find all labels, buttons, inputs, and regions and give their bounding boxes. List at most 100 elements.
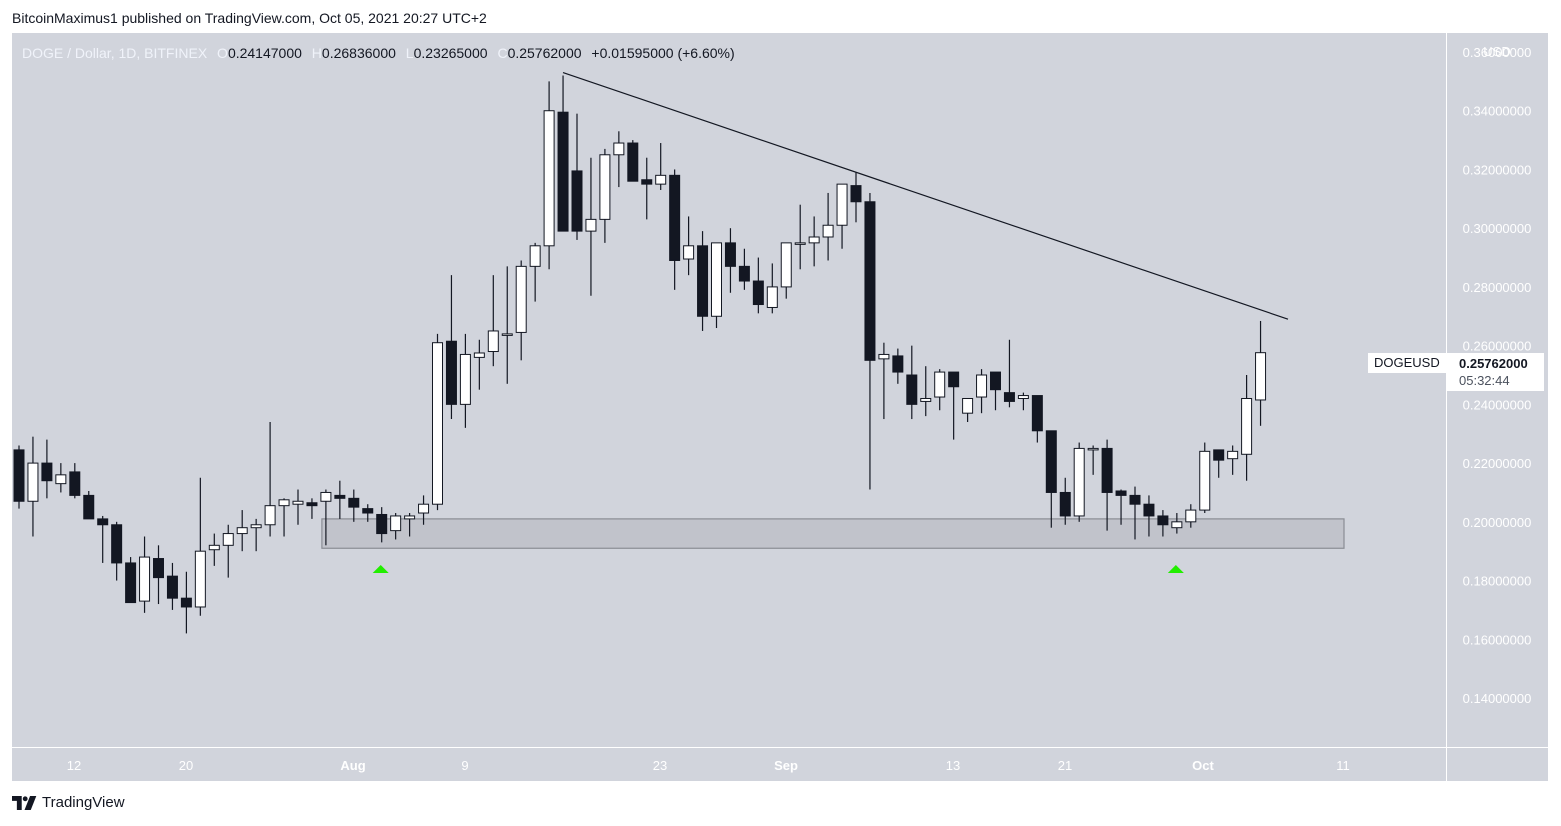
candle: [153, 545, 164, 605]
trendline[interactable]: [562, 71, 1289, 320]
candle: [738, 248, 750, 290]
candle: [1129, 486, 1141, 540]
footer-brand[interactable]: TradingView: [12, 794, 125, 811]
candle: [1115, 489, 1127, 525]
time-tick-label: 11: [1336, 758, 1350, 773]
candle: [683, 216, 695, 276]
candle: [418, 495, 430, 525]
candle: [1031, 395, 1043, 443]
price-axis-currency: USD: [1483, 44, 1510, 59]
chart-frame: [12, 33, 1548, 781]
candle: [529, 242, 541, 302]
candle: [264, 421, 276, 537]
time-tick-label: 21: [1058, 758, 1072, 773]
candle: [194, 477, 206, 616]
last-price: 0.25762000: [1459, 356, 1528, 371]
candle: [501, 266, 513, 384]
candle: [97, 515, 109, 563]
candle: [55, 463, 67, 493]
time-tick-label: 13: [946, 758, 960, 773]
candle: [1059, 477, 1071, 525]
candle: [724, 228, 736, 293]
price-tick-label: 0.32000000: [1463, 162, 1532, 177]
candle: [543, 81, 555, 270]
candle: [1017, 392, 1029, 411]
price-tick-label: 0.24000000: [1463, 397, 1532, 412]
candle: [613, 131, 625, 188]
candle: [627, 140, 639, 182]
candle: [822, 192, 834, 261]
candle: [236, 510, 248, 552]
candle: [139, 536, 151, 613]
legend-low-label: L: [405, 45, 414, 61]
price-tick-label: 0.16000000: [1463, 632, 1532, 647]
candle: [850, 172, 862, 223]
candle: [948, 371, 960, 440]
price-tick-label: 0.34000000: [1463, 104, 1532, 119]
candle: [571, 113, 583, 240]
candle: [166, 562, 178, 610]
time-tick-label: Aug: [340, 758, 365, 773]
candle: [1087, 445, 1099, 475]
candle: [976, 369, 988, 414]
candle: [390, 513, 402, 540]
legend-open-value: 0.24147000: [227, 45, 302, 61]
candle: [348, 489, 360, 522]
descending-trendline[interactable]: [562, 71, 1289, 320]
candle: [585, 157, 597, 296]
candle: [990, 371, 1001, 411]
candle: [306, 498, 318, 519]
brand-name: TradingView: [42, 794, 125, 811]
candle: [41, 439, 53, 499]
candle: [473, 339, 485, 390]
candle: [962, 397, 974, 422]
candle: [432, 333, 443, 511]
tradingview-logo-icon: [12, 795, 37, 810]
support-markers: [372, 565, 1184, 573]
candle: [1101, 439, 1113, 531]
candle: [208, 533, 220, 566]
price-tick-label: 0.28000000: [1463, 280, 1532, 295]
up-triangle-marker-icon: [372, 565, 389, 573]
price-tick-label: 0.18000000: [1463, 574, 1532, 589]
candle: [892, 348, 904, 384]
candle: [655, 143, 667, 191]
price-tick-label: 0.26000000: [1463, 339, 1532, 354]
price-tick-label: 0.14000000: [1463, 691, 1532, 706]
legend-close-value: 0.25762000: [507, 45, 582, 61]
candle: [1199, 442, 1211, 514]
candle: [766, 263, 778, 314]
candle: [780, 242, 792, 299]
up-triangle-marker-icon: [1167, 565, 1184, 573]
candle: [934, 369, 946, 411]
legend-symbol: DOGE / Dollar, 1D, BITFINEX: [22, 45, 208, 61]
candle: [808, 216, 820, 267]
candle: [445, 275, 457, 420]
symbol-tag: DOGEUSD: [1368, 353, 1446, 373]
candle: [1073, 442, 1085, 522]
time-tick-label: 9: [461, 758, 468, 773]
candle: [487, 275, 499, 367]
candles: [13, 75, 1267, 634]
time-axis[interactable]: 12 20 Aug 9 23 Sep 13 21 Oct 11: [67, 758, 1350, 773]
candle: [27, 436, 39, 537]
time-tick-label: 23: [653, 758, 667, 773]
time-tick-label: Oct: [1192, 758, 1214, 773]
price-tick-label: 0.20000000: [1463, 515, 1532, 530]
candle: [404, 513, 416, 537]
candle: [1241, 375, 1253, 481]
price-tick-label: 0.30000000: [1463, 221, 1532, 236]
candle: [1045, 430, 1057, 528]
candle: [1213, 449, 1225, 478]
candle: [878, 342, 890, 420]
publisher-line: BitcoinMaximus1 published on TradingView…: [12, 10, 487, 26]
candle: [1003, 339, 1015, 408]
candle: [1171, 513, 1183, 534]
candle: [906, 345, 918, 420]
legend-change: +0.01595000 (+6.60%): [591, 45, 735, 61]
candle: [599, 148, 611, 243]
candle: [334, 480, 346, 519]
legend-high-value: 0.26836000: [321, 45, 396, 61]
